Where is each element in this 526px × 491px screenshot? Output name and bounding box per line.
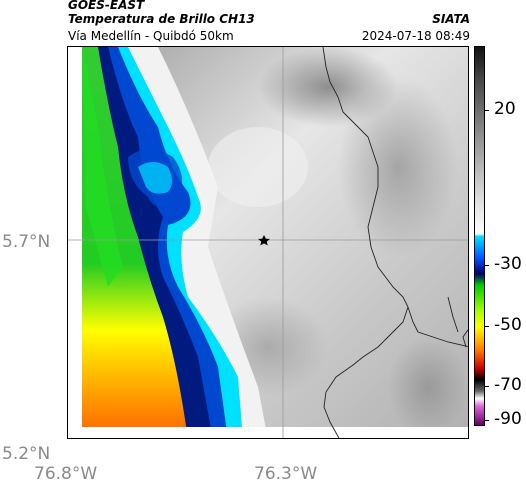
colorbar-tick (485, 420, 489, 421)
no-data-bottom (68, 427, 468, 438)
colorbar-tick (485, 265, 489, 266)
satellite-title: GOES-EAST (68, 0, 145, 12)
colorbar (474, 46, 485, 426)
map-canvas (68, 47, 468, 438)
dark-patch (388, 337, 468, 437)
route-label: Vía Medellín - Quibdó 50km (68, 29, 234, 43)
cyan-blob (138, 162, 172, 194)
star-icon (258, 235, 270, 246)
lat-label-5-2: 5.2°N (2, 444, 51, 464)
department-boundary (462, 329, 468, 348)
product-title: Temperatura de Brillo CH13 (68, 12, 255, 26)
dark-patch (338, 77, 458, 257)
light-patch (208, 127, 308, 207)
no-data-left (68, 47, 82, 438)
timestamp-label: 2024-07-18 08:49 (361, 29, 470, 43)
colorbar-label: -30 (494, 254, 522, 274)
colorbar-tick (485, 386, 489, 387)
colorbar-label: -50 (494, 315, 522, 335)
lon-label-76-3: 76.3°W (254, 464, 318, 484)
colorbar-label: 20 (494, 99, 516, 119)
brightness-temperature-map (67, 46, 469, 439)
green-core (83, 52, 123, 287)
department-boundary (447, 296, 459, 333)
colorbar-label: -90 (494, 409, 522, 429)
department-boundary (322, 47, 468, 348)
organization-label: SIATA (432, 12, 470, 26)
colorbar-gradient (475, 47, 484, 425)
colorbar-label: -70 (494, 375, 522, 395)
colorbar-tick (485, 110, 489, 111)
lat-label-5-7: 5.7°N (2, 232, 51, 252)
colorbar-tick (485, 326, 489, 327)
municipal-boundary (323, 306, 409, 438)
lon-label-76-8: 76.8°W (34, 464, 98, 484)
